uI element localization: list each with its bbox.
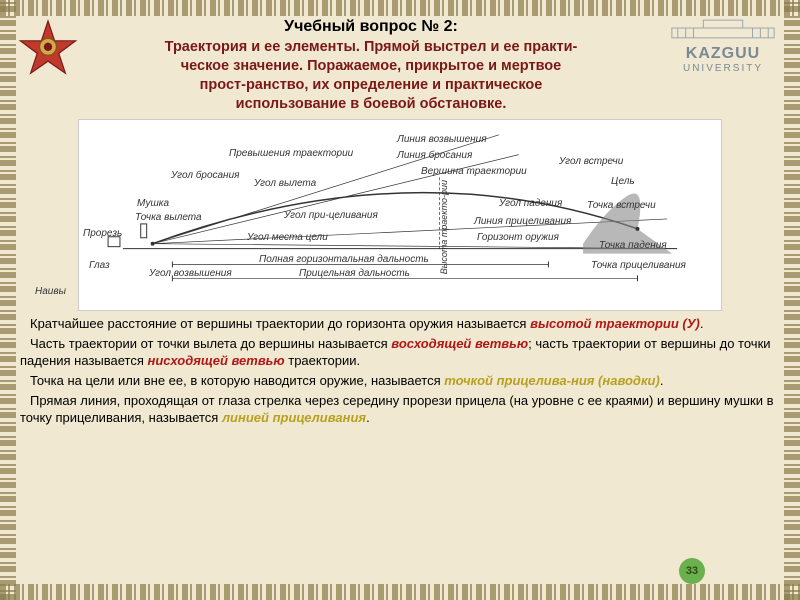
- diagram-label: Прицельная дальность: [299, 268, 410, 279]
- page-number: 33: [686, 566, 698, 577]
- diagram-label: Полная горизонтальная дальность: [259, 254, 429, 265]
- diagram-label: Угол вылета: [254, 178, 316, 189]
- logo-sub-text: UNIVERSITY: [664, 63, 782, 74]
- body-text: Кратчайшее расстояние от вершины траекто…: [18, 315, 782, 426]
- title-sub-2: прост-ранство, их определение и практиче…: [86, 76, 656, 95]
- diagram-label: Горизонт оружия: [477, 232, 559, 243]
- diagram-label: Точка прицеливания: [591, 260, 686, 271]
- text-run: Точка на цели или вне ее, в которую наво…: [30, 373, 444, 388]
- term: высотой траектории (У): [530, 316, 700, 331]
- military-star-icon: [18, 18, 78, 78]
- term: нисходящей ветвью: [148, 353, 285, 368]
- diagram-label: Цель: [611, 176, 635, 187]
- title-sub-1: ческое значение. Поражаемое, прикрытое и…: [86, 57, 656, 76]
- diagram-label: Точка падения: [599, 240, 667, 251]
- diagram-label: Превышения траектории: [229, 148, 353, 159]
- paragraph: Прямая линия, проходящая от глаза стрелк…: [20, 392, 780, 427]
- title-main: Учебный вопрос № 2:: [86, 18, 656, 36]
- paragraph: Часть траектории от точки вылета до верш…: [20, 335, 780, 370]
- title-sub-0: Траектория и ее элементы. Прямой выстрел…: [86, 38, 656, 57]
- paragraph: Кратчайшее расстояние от вершины траекто…: [20, 315, 780, 333]
- text-run: Часть траектории от точки вылета до верш…: [30, 336, 391, 351]
- text-run: Кратчайшее расстояние от вершины траекто…: [30, 316, 530, 331]
- text-run: траектории.: [285, 353, 361, 368]
- university-logo: KAZGUU UNIVERSITY: [664, 18, 782, 74]
- text-run: .: [366, 410, 370, 425]
- diagram-label: Линия прицеливания: [474, 216, 571, 227]
- diagram-label: Прорезь: [83, 228, 122, 239]
- diagram-label: Точка встречи: [587, 200, 656, 211]
- paragraph: Точка на цели или вне ее, в которую наво…: [20, 372, 780, 390]
- trajectory-diagram: Превышения траектории Линия возвышения Лин…: [78, 119, 722, 311]
- university-building-icon: [664, 18, 782, 40]
- logo-main-text: KAZGUU: [664, 45, 782, 63]
- page-number-badge: 33: [679, 558, 705, 584]
- diagram-label: Угол падения: [499, 198, 562, 209]
- diagram-label: Угол при-целивания: [284, 210, 378, 221]
- diagram-label: Линия возвышения: [397, 134, 487, 145]
- diagram-label: Наивы: [35, 286, 66, 297]
- slide-content: Учебный вопрос № 2: Траектория и ее элем…: [18, 18, 782, 582]
- header-row: Учебный вопрос № 2: Траектория и ее элем…: [18, 18, 782, 113]
- diagram-label: Мушка: [137, 198, 169, 209]
- border-bottom: [0, 584, 800, 600]
- diagram-label: Линия бросания: [397, 150, 472, 161]
- diagram-label: Угол встречи: [559, 156, 623, 167]
- term: точкой прицелива-ния (наводки): [444, 373, 660, 388]
- diagram-label: Точка вылета: [135, 212, 202, 223]
- title-sub-3: использование в боевой обстановке.: [86, 95, 656, 114]
- diagram-label: Угол возвышения: [149, 268, 232, 279]
- diagram-label: Угол места цели: [247, 232, 328, 243]
- title-block: Учебный вопрос № 2: Траектория и ее элем…: [86, 18, 656, 113]
- border-top: [0, 0, 800, 16]
- term: восходящей ветвью: [391, 336, 528, 351]
- diagram-label: Глаз: [89, 260, 110, 271]
- text-run: Прямая линия, проходящая от глаза стрелк…: [20, 393, 774, 426]
- diagram-label: Вершина траектории: [421, 166, 527, 177]
- text-run: .: [660, 373, 664, 388]
- term: линией прицеливания: [222, 410, 366, 425]
- text-run: .: [700, 316, 704, 331]
- border-left: [0, 0, 16, 600]
- diagram-label: Угол бросания: [171, 170, 239, 181]
- border-right: [784, 0, 800, 600]
- diagram-label: Высота траекто-рии: [439, 180, 449, 274]
